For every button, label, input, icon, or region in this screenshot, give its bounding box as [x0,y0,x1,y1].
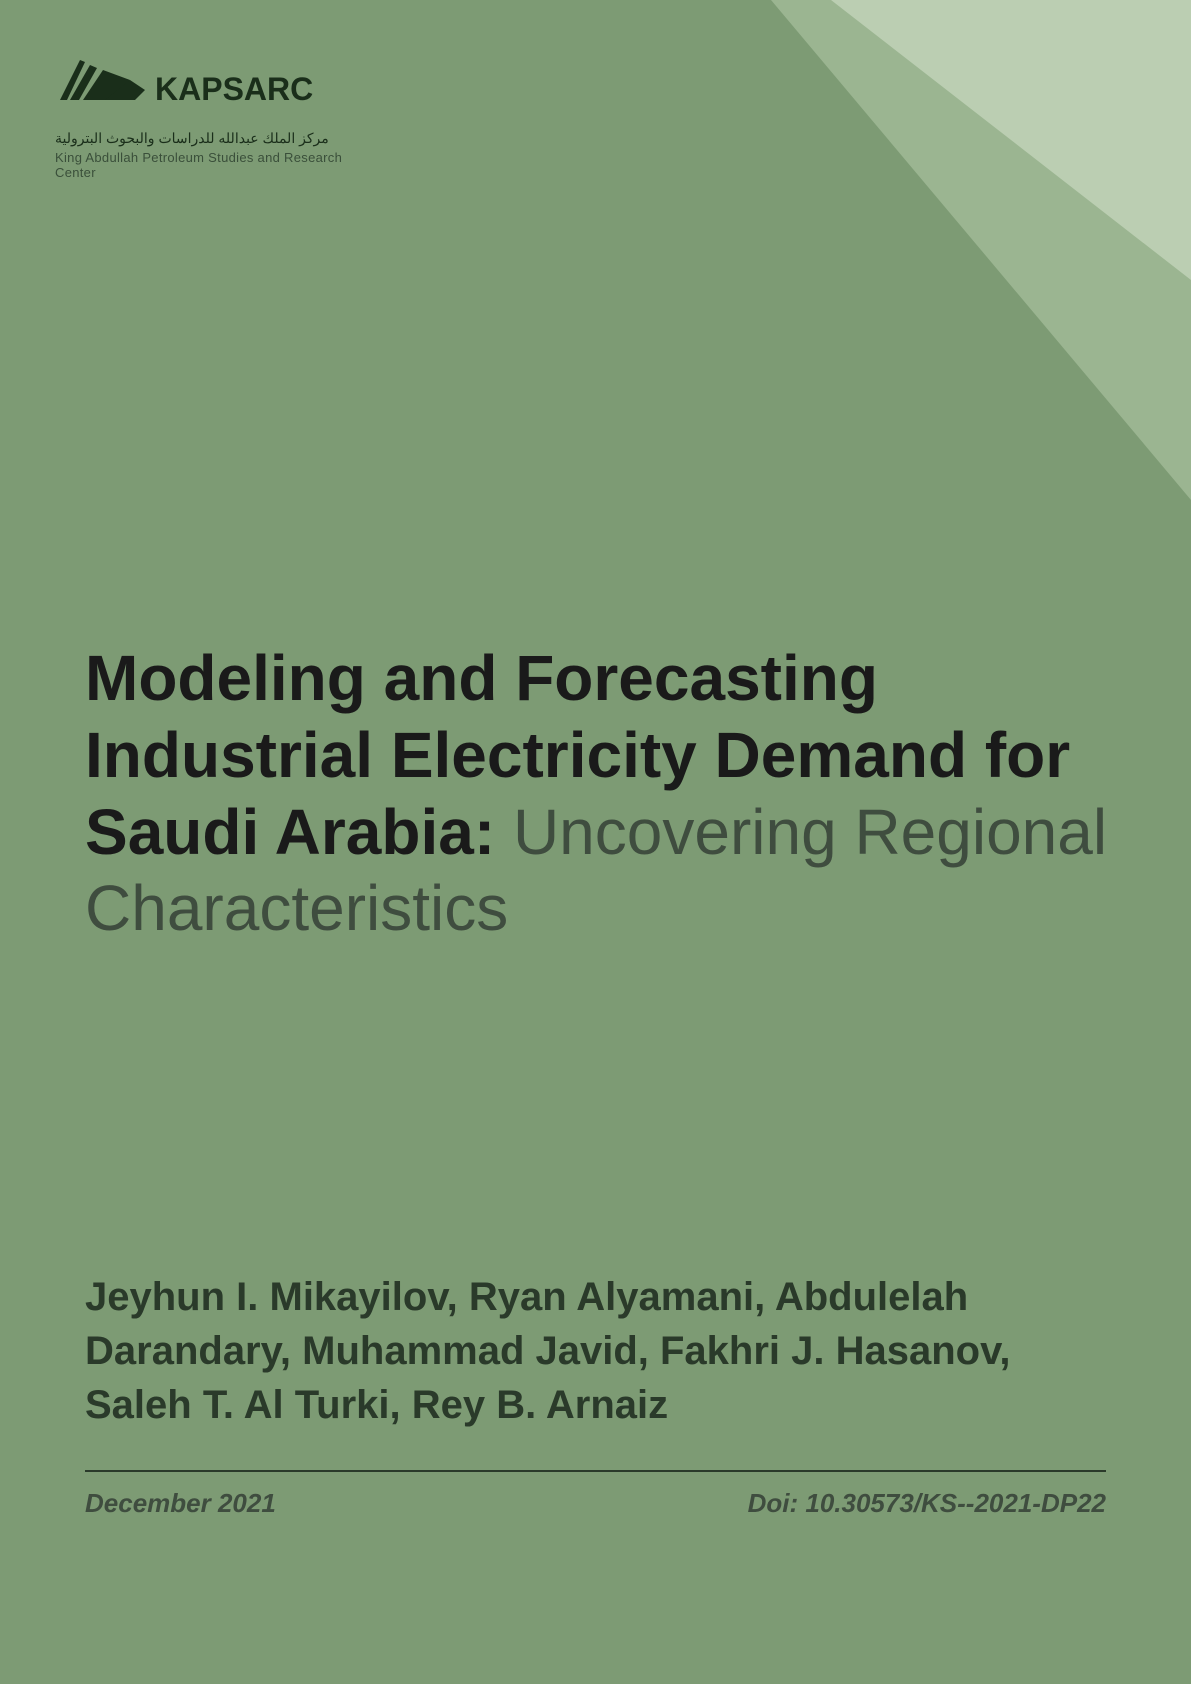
authors-list: Jeyhun I. Mikayilov, Ryan Alyamani, Abdu… [85,1270,1106,1432]
footer: December 2021 Doi: 10.30573/KS--2021-DP2… [85,1488,1106,1519]
divider-line [85,1470,1106,1472]
kapsarc-logo: KAPSARC مركز الملك عبدالله للدراسات والب… [55,50,385,180]
logo-english-text: King Abdullah Petroleum Studies and Rese… [55,150,385,180]
logo-mark: KAPSARC [55,50,335,120]
logo-arabic-text: مركز الملك عبدالله للدراسات والبحوث البت… [55,130,385,147]
title-block: Modeling and Forecasting Industrial Elec… [85,640,1131,947]
publication-date: December 2021 [85,1488,276,1519]
authors-block: Jeyhun I. Mikayilov, Ryan Alyamani, Abdu… [85,1270,1106,1432]
svg-text:KAPSARC: KAPSARC [155,71,313,107]
doi-reference: Doi: 10.30573/KS--2021-DP22 [748,1488,1106,1519]
